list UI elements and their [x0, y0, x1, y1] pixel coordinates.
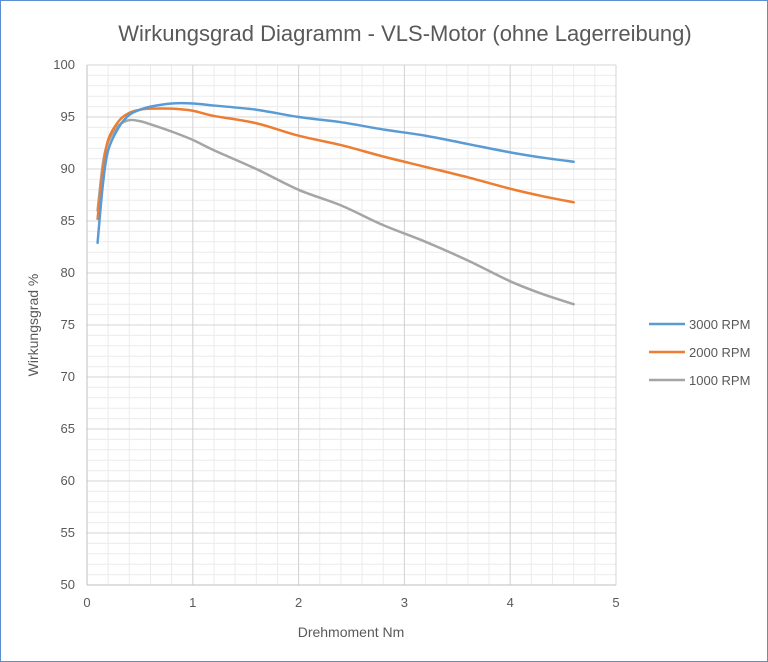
series-line-2000-rpm	[96, 107, 575, 221]
legend-label-2000-rpm: 2000 RPM	[689, 345, 750, 360]
series-lines	[96, 101, 575, 306]
legend-label-1000-rpm: 1000 RPM	[689, 373, 750, 388]
x-tick-label: 1	[189, 595, 196, 610]
series-line-1000-rpm	[96, 118, 575, 306]
x-axis-label: Drehmoment Nm	[298, 624, 405, 640]
x-tick-label: 5	[612, 595, 619, 610]
y-tick-label: 85	[61, 213, 75, 228]
grid	[86, 64, 617, 586]
chart-title: Wirkungsgrad Diagramm - VLS-Motor (ohne …	[118, 21, 691, 46]
y-tick-label: 65	[61, 421, 75, 436]
y-tick-label: 95	[61, 109, 75, 124]
y-tick-label: 80	[61, 265, 75, 280]
y-tick-label: 100	[53, 57, 75, 72]
x-tick-label: 3	[401, 595, 408, 610]
legend-label-3000-rpm: 3000 RPM	[689, 317, 750, 332]
y-tick-label: 60	[61, 473, 75, 488]
legend: 3000 RPM 2000 RPM 1000 RPM	[649, 317, 750, 388]
x-tick-label: 0	[83, 595, 90, 610]
x-tick-label: 2	[295, 595, 302, 610]
y-axis-label: Wirkungsgrad %	[25, 274, 41, 377]
y-tick-label: 70	[61, 369, 75, 384]
y-tick-label: 55	[61, 525, 75, 540]
y-tick-label: 75	[61, 317, 75, 332]
y-tick-label: 90	[61, 161, 75, 176]
series-line-3000-rpm	[96, 101, 575, 245]
y-tick-label: 50	[61, 577, 75, 592]
x-tick-label: 4	[507, 595, 514, 610]
